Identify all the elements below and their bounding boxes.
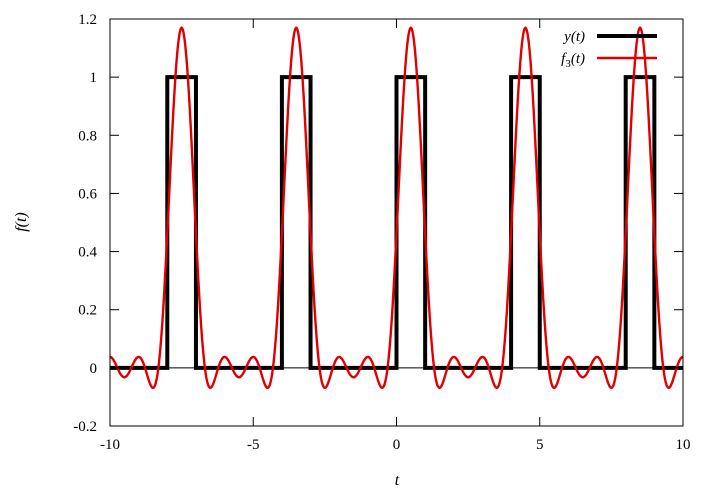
y-tick-label: 0.6	[78, 186, 97, 202]
tick-label-layer: -10 -5 0 5 10 -0.2 0 0.2 0.4 0.6 0.8 1 1.2	[73, 12, 690, 453]
y-tick-label: -0.2	[73, 419, 97, 435]
x-tick-label: -10	[100, 437, 120, 453]
x-tick-label: 5	[536, 437, 544, 453]
series-layer	[109, 26, 684, 390]
y-tick-label: 0.2	[78, 303, 97, 319]
legend-label: y(t)	[562, 29, 585, 45]
legend: y(t) f3(t)	[561, 29, 657, 70]
x-tick-label: -5	[247, 437, 260, 453]
y-tick-label: 0.8	[78, 128, 97, 144]
y-tick-label: 1.2	[78, 12, 97, 28]
tick-layer	[109, 18, 684, 427]
x-tick-label: 0	[393, 437, 401, 453]
y-axis-title: f(t)	[13, 212, 30, 232]
x-tick-label: 10	[676, 437, 691, 453]
legend-label: f3(t)	[561, 51, 585, 70]
y-tick-label: 0.4	[78, 245, 97, 261]
legend-entry-y: y(t)	[562, 29, 657, 45]
y-tick-label: 0	[90, 361, 98, 377]
legend-entry-f3: f3(t)	[561, 51, 657, 70]
x-axis-title: t	[395, 472, 400, 489]
series-f3-line	[109, 26, 684, 390]
y-tick-label: 1	[90, 70, 98, 86]
